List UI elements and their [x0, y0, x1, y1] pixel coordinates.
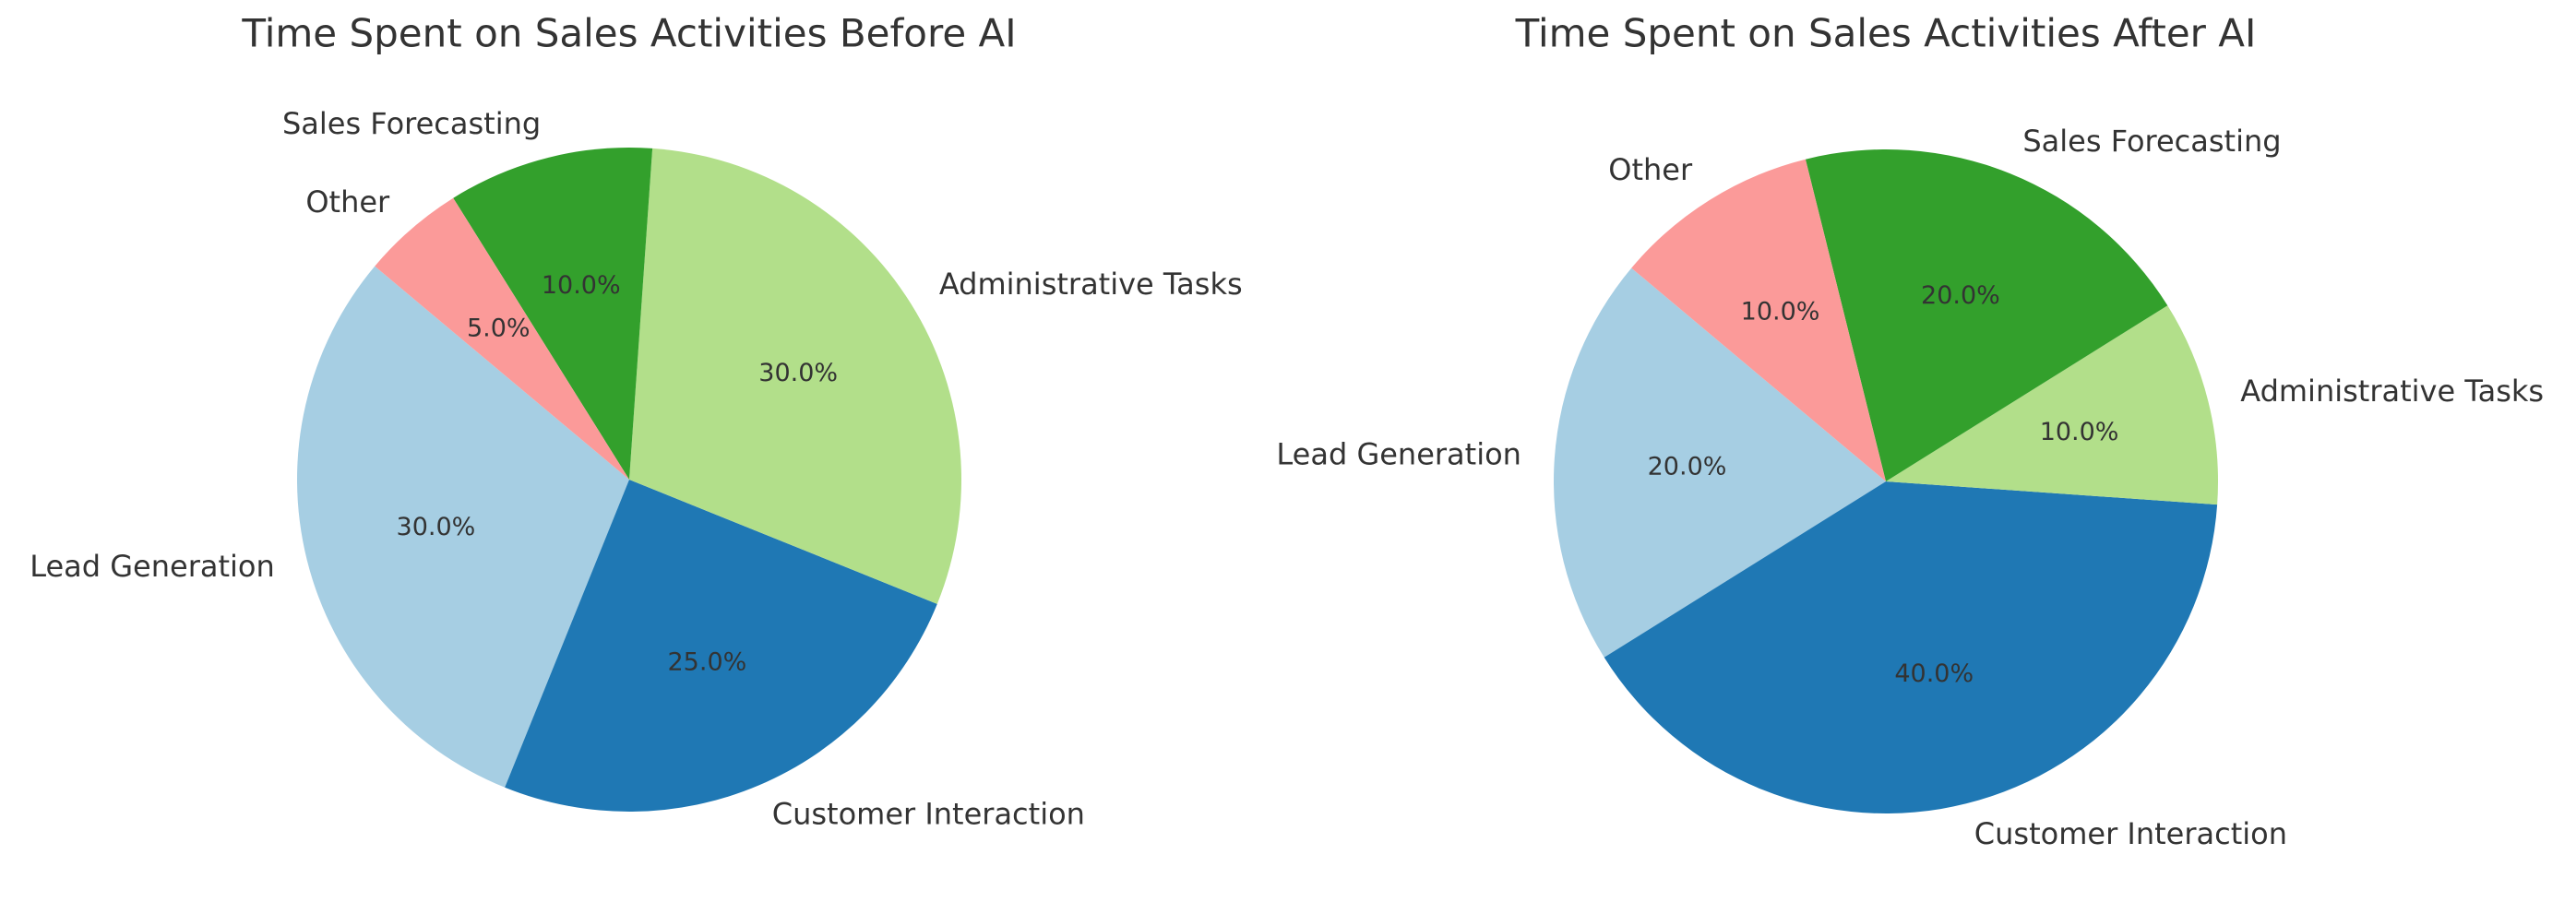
value-label: 5.0% — [467, 314, 531, 342]
value-label: 25.0% — [668, 647, 747, 676]
value-label: 40.0% — [1894, 659, 1974, 688]
value-label: 20.0% — [1648, 452, 1727, 481]
value-label: 10.0% — [542, 271, 621, 300]
pie-slice — [1805, 149, 2168, 481]
pie-slice — [453, 147, 653, 480]
slice-label: Customer Interaction — [1974, 816, 2287, 851]
slice-label: Customer Interaction — [772, 797, 1085, 832]
pie-slice — [1604, 481, 2218, 814]
slice-label: Administrative Tasks — [939, 267, 1243, 302]
value-label: 10.0% — [2040, 418, 2119, 446]
pie-slice — [505, 480, 937, 812]
pie-slice — [1631, 159, 1886, 481]
pie-slice — [629, 148, 961, 604]
pie-slice — [1886, 305, 2218, 505]
slice-label: Sales Forecasting — [282, 106, 541, 141]
value-label: 20.0% — [1921, 281, 2000, 310]
slice-label: Lead Generation — [1276, 436, 1521, 471]
value-label: 30.0% — [397, 513, 476, 541]
slice-label: Sales Forecasting — [2022, 124, 2281, 159]
slice-label: Administrative Tasks — [2240, 374, 2544, 409]
pie-slice — [375, 197, 629, 480]
chart-title: Time Spent on Sales Activities After AI — [1515, 11, 2257, 56]
pie-slice — [1554, 267, 1886, 658]
value-label: 10.0% — [1741, 297, 1820, 326]
pie-slice — [296, 266, 629, 788]
value-label: 30.0% — [758, 359, 838, 387]
slice-label: Other — [305, 184, 390, 220]
chart-title: Time Spent on Sales Activities Before AI — [241, 11, 1016, 56]
slice-label: Lead Generation — [30, 549, 275, 584]
slice-label: Other — [1608, 152, 1693, 187]
